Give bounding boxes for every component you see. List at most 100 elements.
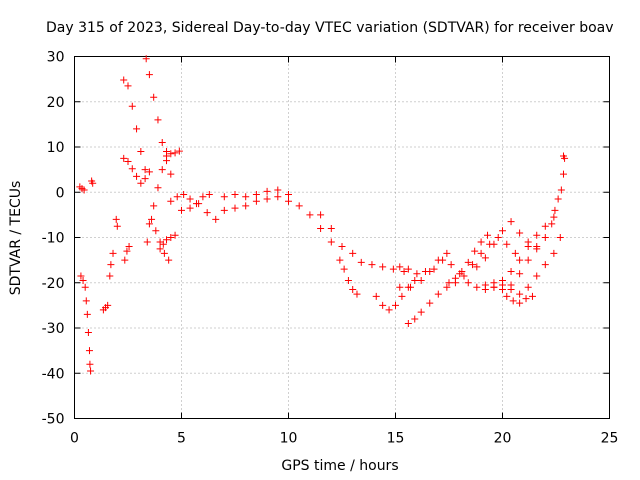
data-point	[481, 281, 489, 289]
data-point	[167, 197, 175, 205]
data-point	[167, 150, 175, 158]
data-point	[158, 138, 166, 146]
series-seg-u	[357, 258, 408, 275]
data-point	[124, 82, 132, 90]
y-tick-label: -30	[42, 321, 65, 337]
data-point	[469, 261, 477, 269]
series-seg-g	[121, 243, 133, 264]
series-seg-m	[156, 231, 179, 253]
data-point	[389, 265, 397, 273]
data-point	[175, 147, 183, 155]
y-tick-label: 0	[56, 185, 65, 201]
data-point	[477, 249, 485, 257]
series-seg-ah	[548, 170, 567, 228]
data-point	[413, 270, 421, 278]
data-point	[84, 329, 92, 337]
data-point	[499, 227, 506, 235]
data-point	[104, 301, 112, 309]
data-point	[338, 243, 346, 251]
data-point	[511, 249, 519, 257]
data-point	[306, 211, 314, 219]
data-point	[220, 206, 228, 214]
data-point	[550, 249, 558, 257]
data-point	[173, 193, 181, 201]
data-point	[451, 274, 459, 282]
data-point	[154, 184, 162, 192]
data-point	[443, 249, 451, 257]
data-point	[80, 186, 88, 194]
data-point	[524, 243, 532, 251]
x-tick-label: 0	[70, 431, 79, 447]
x-axis-title: GPS time / hours	[281, 458, 398, 474]
series-seg-c	[77, 272, 95, 375]
data-point	[124, 157, 132, 165]
data-point	[85, 347, 93, 355]
data-point	[205, 191, 213, 199]
data-point	[317, 211, 325, 219]
data-point	[392, 301, 399, 309]
data-point	[252, 191, 260, 199]
data-point	[524, 283, 532, 291]
data-point	[317, 224, 325, 232]
data-point	[556, 234, 564, 241]
data-point	[541, 222, 549, 230]
data-point	[142, 55, 150, 63]
data-point	[113, 222, 121, 230]
data-point	[554, 195, 562, 203]
y-tick-label: -20	[42, 276, 65, 292]
data-point	[398, 292, 406, 300]
data-point	[464, 279, 472, 287]
series-seg-h	[120, 76, 149, 174]
data-point	[79, 276, 87, 284]
data-point	[385, 306, 393, 314]
data-point	[121, 256, 129, 264]
data-point	[128, 165, 136, 173]
data-point	[120, 76, 128, 84]
series-seg-v	[372, 276, 419, 314]
data-point	[160, 249, 168, 257]
data-point	[490, 240, 498, 248]
data-point	[507, 218, 515, 226]
data-point	[411, 276, 419, 284]
data-point	[349, 286, 357, 294]
data-point	[430, 265, 438, 273]
data-point	[353, 290, 361, 298]
data-point	[411, 315, 419, 323]
data-point	[456, 270, 464, 278]
data-point	[152, 227, 160, 235]
series-seg-ab	[460, 234, 519, 280]
data-point	[481, 254, 489, 262]
x-tick-label: 5	[177, 431, 186, 447]
data-point	[344, 276, 352, 284]
data-point	[82, 297, 90, 305]
data-point	[327, 224, 335, 232]
data-point	[447, 261, 455, 269]
data-point	[195, 200, 203, 208]
data-point	[274, 186, 282, 194]
data-point	[379, 263, 387, 271]
data-point	[143, 238, 151, 246]
data-point	[274, 193, 282, 201]
data-point	[473, 263, 481, 271]
data-point	[426, 299, 434, 307]
data-point	[137, 148, 145, 156]
data-point	[145, 168, 153, 176]
data-point	[220, 193, 228, 201]
data-point	[533, 231, 541, 239]
data-point	[123, 247, 131, 255]
y-tick-label: -40	[42, 366, 65, 382]
series-seg-ae	[490, 213, 558, 287]
data-point	[524, 256, 532, 264]
data-point	[133, 125, 141, 133]
data-point	[231, 204, 239, 212]
data-point	[528, 292, 536, 300]
data-point	[252, 197, 260, 205]
series-seg-ag	[503, 292, 536, 307]
data-point	[404, 319, 412, 327]
data-point	[109, 249, 117, 257]
data-point	[507, 286, 515, 294]
series-seg-z	[445, 231, 492, 287]
data-point	[464, 258, 472, 266]
series-seg-b	[88, 177, 97, 187]
